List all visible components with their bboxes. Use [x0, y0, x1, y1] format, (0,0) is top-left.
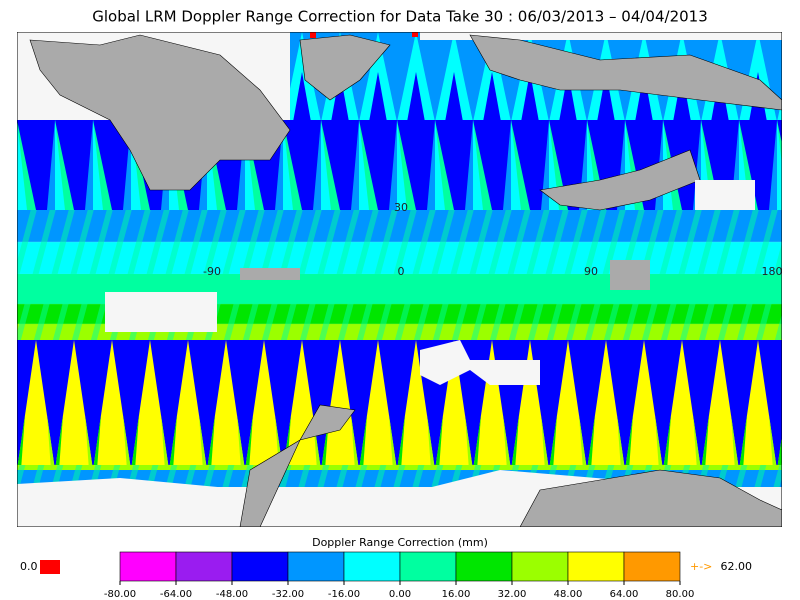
title: Global LRM Doppler Range Correction for …: [92, 8, 708, 26]
swath: [17, 340, 782, 470]
colorbar-bin: [119, 551, 177, 582]
lon-label: 90: [584, 265, 598, 278]
land: [29, 34, 291, 191]
colorbar-bin: [567, 551, 625, 582]
colorbar-bin: [399, 551, 457, 582]
land: [299, 34, 391, 101]
colorbar-tick-label: -80.00: [104, 589, 136, 600]
land: [469, 34, 782, 111]
max-marker: +->: [690, 560, 712, 573]
colorbar-bin: [287, 551, 345, 582]
land: [610, 260, 650, 290]
red-point: [310, 32, 316, 38]
missing-swatch: [40, 560, 60, 574]
lat-label: 30: [394, 201, 408, 214]
missing-label: 0.0: [20, 560, 38, 573]
colorbar-bin: [343, 551, 401, 582]
colorbar: -80.00 -64.00 -48.00 -32.00 -16.00 0.00 16.00 3…: [104, 551, 695, 600]
colorbar-bin: [511, 551, 569, 582]
colorbar-tick-label: -32.00: [272, 589, 304, 600]
colorbar-tick-label: 0.00: [389, 589, 411, 600]
no-data: [105, 292, 217, 332]
colorbar-tick-label: -64.00: [160, 589, 192, 600]
colorbar-label: Doppler Range Correction (mm): [312, 536, 488, 549]
colorbar-bin: [231, 551, 289, 582]
land: [239, 404, 356, 527]
no-data: [695, 180, 755, 210]
no-data: [420, 340, 540, 385]
lon-label: -90: [203, 265, 221, 278]
colorbar-tick-label: 32.00: [498, 589, 527, 600]
colorbar-tick-label: 48.00: [554, 589, 583, 600]
land: [519, 469, 782, 527]
colorbar-bin: [175, 551, 233, 582]
lon-label: 0: [398, 265, 405, 278]
colorbar-tick-label: 16.00: [442, 589, 471, 600]
lon-label: 180: [762, 265, 783, 278]
red-point: [412, 32, 418, 37]
colorbar-tick-label: -48.00: [216, 589, 248, 600]
map: -90 0 90 180 30: [17, 32, 783, 527]
colorbar-tick-label: 80.00: [666, 589, 695, 600]
land: [240, 268, 300, 280]
max-value: 62.00: [721, 560, 753, 573]
colorbar-tick-label: 64.00: [610, 589, 639, 600]
colorbar-tick-label: -16.00: [328, 589, 360, 600]
colorbar-bin: [623, 551, 681, 582]
colorbar-bin: [455, 551, 513, 582]
